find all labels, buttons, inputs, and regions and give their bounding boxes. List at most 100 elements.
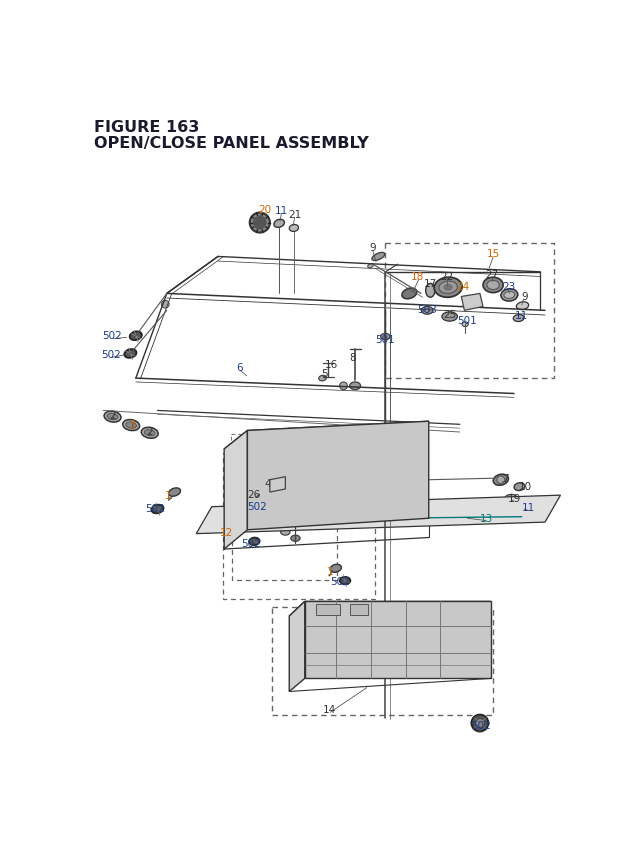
- Text: 12: 12: [220, 528, 233, 537]
- Circle shape: [250, 214, 270, 233]
- Circle shape: [497, 476, 505, 484]
- Text: 9: 9: [522, 292, 528, 302]
- Ellipse shape: [123, 420, 140, 431]
- Text: 501: 501: [376, 334, 396, 344]
- Polygon shape: [224, 431, 248, 549]
- Text: 10: 10: [519, 481, 532, 492]
- Text: 2: 2: [147, 427, 153, 437]
- Ellipse shape: [368, 264, 374, 269]
- Text: 4: 4: [264, 478, 271, 488]
- Ellipse shape: [440, 655, 448, 659]
- Ellipse shape: [249, 538, 260, 546]
- Ellipse shape: [130, 332, 142, 341]
- Ellipse shape: [107, 414, 118, 420]
- Ellipse shape: [168, 488, 180, 497]
- Polygon shape: [316, 604, 340, 616]
- Ellipse shape: [518, 505, 527, 511]
- Ellipse shape: [330, 565, 342, 573]
- Ellipse shape: [349, 382, 360, 390]
- Ellipse shape: [260, 486, 269, 492]
- Text: 502: 502: [145, 504, 165, 514]
- Bar: [231, 434, 316, 496]
- Text: 11: 11: [275, 206, 288, 216]
- Text: 15: 15: [486, 249, 500, 259]
- Polygon shape: [461, 294, 483, 311]
- Ellipse shape: [324, 655, 332, 659]
- Ellipse shape: [308, 655, 316, 659]
- Text: 11: 11: [515, 311, 527, 320]
- Ellipse shape: [309, 638, 323, 646]
- Ellipse shape: [442, 313, 458, 322]
- Text: 25: 25: [443, 310, 456, 319]
- Text: FIGURE 163: FIGURE 163: [94, 121, 199, 135]
- Ellipse shape: [319, 376, 326, 381]
- Text: 7: 7: [502, 474, 509, 484]
- Ellipse shape: [439, 282, 458, 294]
- Ellipse shape: [429, 634, 444, 641]
- Circle shape: [476, 719, 484, 728]
- Text: 23: 23: [502, 282, 515, 291]
- Polygon shape: [248, 422, 429, 530]
- Ellipse shape: [340, 577, 351, 585]
- Ellipse shape: [344, 653, 358, 661]
- Ellipse shape: [321, 653, 335, 661]
- Text: 501: 501: [457, 316, 477, 326]
- Text: 18: 18: [412, 272, 424, 282]
- Polygon shape: [349, 604, 368, 616]
- Ellipse shape: [462, 323, 468, 327]
- Ellipse shape: [516, 302, 529, 310]
- Circle shape: [253, 217, 266, 229]
- Ellipse shape: [402, 288, 417, 300]
- Ellipse shape: [426, 284, 435, 298]
- Text: 502: 502: [102, 331, 122, 341]
- Bar: [232, 518, 337, 580]
- Text: 11: 11: [522, 503, 535, 513]
- Ellipse shape: [291, 536, 300, 542]
- Ellipse shape: [487, 281, 499, 290]
- Text: 17: 17: [424, 278, 437, 288]
- Text: 21: 21: [288, 210, 301, 220]
- Text: 502: 502: [101, 350, 121, 360]
- Bar: [272, 607, 493, 715]
- Ellipse shape: [274, 220, 284, 228]
- Ellipse shape: [381, 334, 390, 340]
- Polygon shape: [196, 496, 561, 534]
- Polygon shape: [270, 477, 285, 492]
- Ellipse shape: [372, 253, 385, 261]
- Ellipse shape: [444, 285, 452, 291]
- Ellipse shape: [451, 635, 468, 646]
- Polygon shape: [289, 602, 491, 616]
- Ellipse shape: [513, 315, 524, 322]
- Ellipse shape: [124, 350, 136, 358]
- Bar: [223, 453, 374, 599]
- Text: 8: 8: [349, 352, 356, 362]
- Ellipse shape: [394, 655, 402, 659]
- Text: 502: 502: [241, 538, 261, 548]
- Text: 503: 503: [417, 305, 437, 314]
- Ellipse shape: [289, 226, 298, 232]
- Ellipse shape: [104, 412, 121, 423]
- Bar: [385, 244, 554, 379]
- Text: 5: 5: [321, 369, 328, 378]
- Ellipse shape: [305, 653, 319, 661]
- Ellipse shape: [391, 653, 404, 661]
- Ellipse shape: [417, 655, 425, 659]
- Text: 27: 27: [486, 269, 499, 280]
- Ellipse shape: [141, 428, 158, 439]
- Text: 13: 13: [479, 514, 493, 523]
- Text: 502: 502: [247, 501, 267, 511]
- Ellipse shape: [437, 653, 451, 661]
- Ellipse shape: [461, 653, 474, 661]
- Polygon shape: [289, 602, 305, 691]
- Text: 1: 1: [327, 566, 333, 576]
- Text: 3: 3: [128, 420, 134, 430]
- Text: 9: 9: [370, 243, 376, 253]
- Ellipse shape: [421, 307, 433, 315]
- Ellipse shape: [468, 300, 476, 306]
- Text: 14: 14: [323, 704, 336, 715]
- Ellipse shape: [514, 483, 525, 491]
- Text: 502: 502: [471, 720, 490, 730]
- Ellipse shape: [483, 278, 503, 294]
- Ellipse shape: [253, 503, 264, 511]
- Ellipse shape: [152, 505, 164, 514]
